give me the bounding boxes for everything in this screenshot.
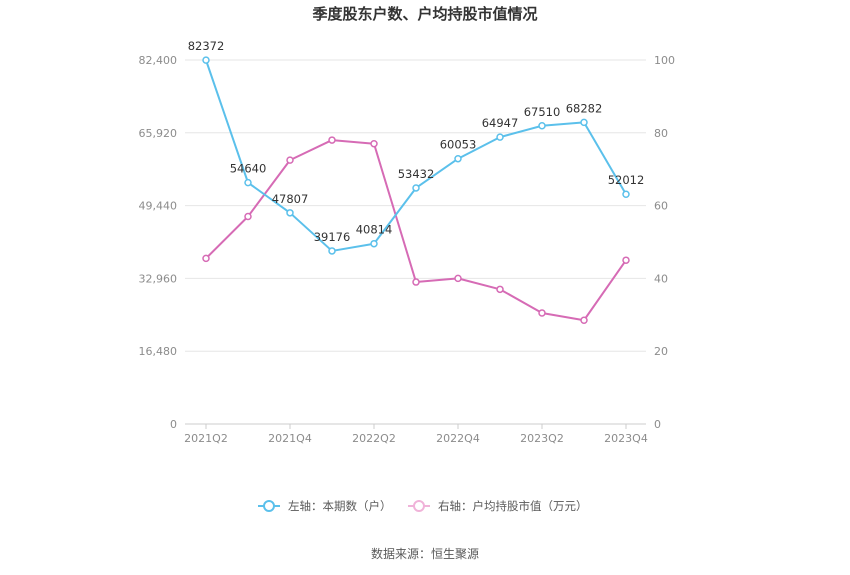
right-axis: 0 20 40 60 80 100 (654, 54, 675, 431)
right-tick-label: 80 (654, 127, 668, 140)
data-point[interactable] (538, 122, 546, 130)
data-label: 60053 (440, 138, 477, 152)
left-tick-label: 65,920 (139, 127, 178, 140)
data-point[interactable] (244, 178, 252, 187)
data-point[interactable] (412, 184, 420, 192)
right-tick-label: 100 (654, 54, 675, 67)
source-note: 数据来源：恒生聚源 (371, 546, 479, 561)
left-tick-label: 0 (170, 418, 177, 431)
series-line-shareholders (205, 59, 627, 252)
data-point[interactable] (286, 209, 294, 217)
legend-label-left-series: 左轴：本期数（户） (288, 499, 392, 513)
data-point[interactable] (496, 133, 504, 141)
legend-swatch-marker (263, 500, 275, 512)
left-tick-label: 49,440 (139, 200, 178, 213)
data-point[interactable] (454, 154, 462, 163)
data-point[interactable] (496, 285, 504, 294)
data-point[interactable] (370, 139, 378, 148)
x-tick-label: 2021Q4 (268, 432, 312, 445)
x-tick-label: 2022Q2 (352, 432, 396, 445)
x-tick-label: 2023Q2 (520, 432, 564, 445)
right-tick-label: 40 (654, 272, 668, 285)
data-point[interactable] (328, 247, 336, 255)
legend: 左轴：本期数（户） 右轴：户均持股市值（万元） (258, 499, 588, 513)
data-label: 53432 (398, 167, 435, 181)
data-point[interactable] (622, 190, 630, 198)
data-label: 54640 (230, 162, 267, 176)
legend-item-left-series[interactable]: 左轴：本期数（户） (258, 499, 392, 513)
right-tick-label: 20 (654, 345, 668, 358)
data-label: 67510 (524, 105, 561, 119)
left-tick-label: 82,400 (139, 54, 178, 67)
x-tick-label: 2022Q4 (436, 432, 480, 445)
data-point[interactable] (412, 278, 420, 286)
series-layer (202, 56, 630, 325)
data-label: 40814 (356, 223, 393, 237)
left-tick-label: 32,960 (139, 272, 178, 285)
data-label: 82372 (188, 39, 225, 53)
data-point[interactable] (580, 316, 588, 325)
data-point[interactable] (622, 256, 630, 264)
data-labels: 82372 54640 47807 39176 40814 53432 60053 64947… (188, 39, 645, 244)
data-point[interactable] (370, 239, 378, 248)
data-point[interactable] (244, 212, 252, 221)
chart-title: 季度股东户数、户均持股市值情况 (312, 5, 537, 23)
left-axis: 0 16,480 32,960 49,440 65,920 82,400 (139, 54, 178, 431)
left-tick-label: 16,480 (139, 345, 178, 358)
data-label: 68282 (566, 101, 603, 115)
legend-item-right-series[interactable]: 右轴：户均持股市值（万元） (408, 499, 588, 513)
data-label: 52012 (608, 173, 645, 187)
right-tick-label: 0 (654, 418, 661, 431)
data-label: 47807 (272, 192, 309, 206)
data-point[interactable] (328, 136, 336, 144)
data-label: 39176 (314, 230, 351, 244)
x-tick-label: 2023Q4 (604, 432, 648, 445)
x-axis: 2021Q2 2021Q4 2022Q2 2022Q4 2023Q2 2023Q4 (184, 424, 648, 445)
data-label: 64947 (482, 116, 519, 130)
legend-label-right-series: 右轴：户均持股市值（万元） (438, 499, 588, 513)
data-point[interactable] (538, 309, 546, 317)
data-point[interactable] (202, 56, 210, 64)
legend-swatch-marker (413, 500, 425, 512)
data-point[interactable] (580, 118, 588, 127)
data-point[interactable] (202, 254, 210, 263)
data-point[interactable] (286, 156, 294, 164)
right-tick-label: 60 (654, 200, 668, 213)
x-tick-label: 2021Q2 (184, 432, 228, 445)
data-point[interactable] (454, 274, 462, 283)
